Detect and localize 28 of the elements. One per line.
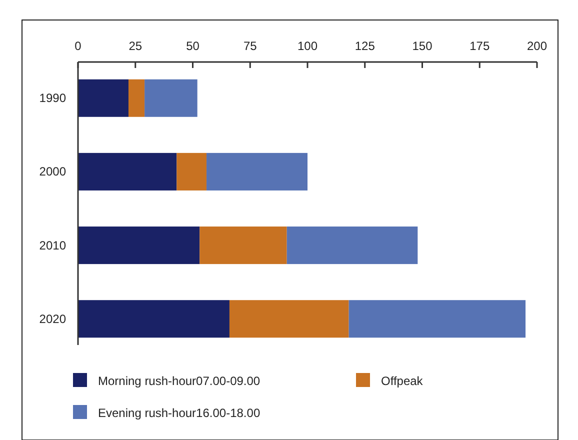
x-tick-label: 125 xyxy=(354,39,376,53)
x-tick-label: 150 xyxy=(412,39,433,53)
x-tick-label: 175 xyxy=(470,39,490,53)
x-tick-label: 25 xyxy=(128,39,142,53)
legend-label: Offpeak xyxy=(381,374,424,388)
y-tick-label: 1990 xyxy=(39,91,66,106)
bar xyxy=(348,300,526,338)
x-tick-label: 75 xyxy=(243,39,258,53)
bar xyxy=(78,152,177,190)
x-tick-label: 200 xyxy=(526,39,548,53)
x-tick-label: 100 xyxy=(297,39,318,53)
bar xyxy=(78,226,200,264)
legend-label: Evening rush-hour16.00-18.00 xyxy=(98,406,260,420)
bar xyxy=(286,226,418,264)
y-tick-label: 2000 xyxy=(39,164,66,179)
bar xyxy=(229,300,349,338)
bar xyxy=(78,300,230,338)
legend-label: Morning rush-hour07.00-09.00 xyxy=(98,374,260,388)
x-tick-label: 0 xyxy=(74,39,82,53)
y-tick-label: 2010 xyxy=(39,238,66,252)
bar xyxy=(206,152,308,190)
x-tick-label: 50 xyxy=(186,39,200,53)
y-tick-label: 2020 xyxy=(39,312,66,326)
bar xyxy=(128,79,145,117)
bar xyxy=(200,226,287,264)
bar xyxy=(176,152,207,190)
bar xyxy=(78,79,128,117)
bar xyxy=(144,79,198,117)
